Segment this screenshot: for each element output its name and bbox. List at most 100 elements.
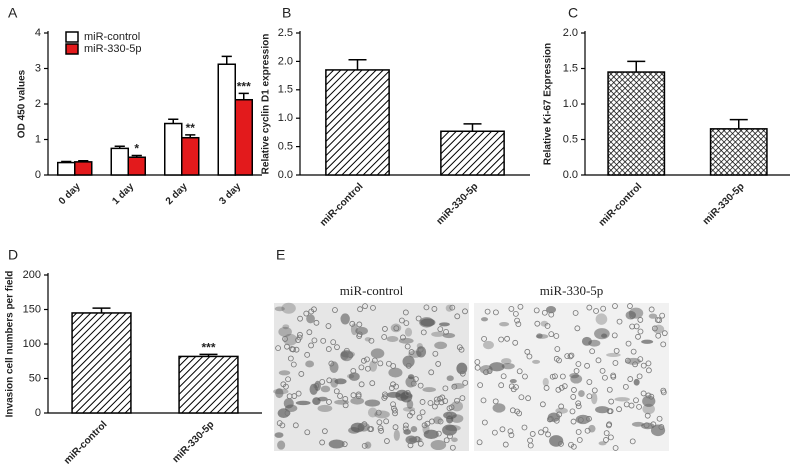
pore xyxy=(658,424,665,430)
cell xyxy=(309,383,318,395)
error-bar xyxy=(114,145,125,149)
error-bar xyxy=(348,58,367,70)
pore xyxy=(446,412,453,419)
pore xyxy=(603,437,609,443)
cell xyxy=(489,362,505,372)
cell xyxy=(386,391,401,398)
pore xyxy=(361,421,368,428)
pore xyxy=(571,387,577,393)
pore xyxy=(548,311,555,318)
error-bar xyxy=(61,160,72,163)
x-tick-label: miR-330-5p xyxy=(701,181,747,227)
y-tick-label: 2.0 xyxy=(563,27,578,39)
pore xyxy=(508,383,515,390)
cell xyxy=(278,326,292,337)
pore xyxy=(431,403,438,410)
pore xyxy=(342,396,349,402)
bar xyxy=(440,130,505,176)
pore xyxy=(616,406,622,413)
cell xyxy=(535,334,549,339)
bar xyxy=(607,71,666,176)
cell xyxy=(641,339,654,344)
cell xyxy=(431,331,445,337)
pore xyxy=(645,367,652,374)
pore xyxy=(549,373,556,380)
y-tick-label: 0 xyxy=(35,169,41,181)
cell xyxy=(606,352,621,357)
pore xyxy=(572,310,579,316)
pore xyxy=(398,317,405,324)
pore xyxy=(591,387,598,394)
cell xyxy=(591,392,598,405)
cell xyxy=(398,337,414,344)
cell xyxy=(420,318,436,327)
y-tick-label: 100 xyxy=(23,338,41,350)
pore xyxy=(593,308,599,314)
pore xyxy=(584,362,590,369)
pore xyxy=(612,303,618,309)
error-bar xyxy=(221,55,232,65)
pore xyxy=(636,373,643,380)
pore xyxy=(330,339,337,346)
pore xyxy=(357,306,363,313)
error-bar xyxy=(729,118,748,129)
pore xyxy=(417,382,424,389)
pore xyxy=(412,376,419,382)
cell xyxy=(532,359,541,364)
pore xyxy=(576,437,583,443)
cell xyxy=(430,439,447,451)
cell xyxy=(650,424,666,437)
cell xyxy=(446,375,454,382)
pore xyxy=(402,309,409,316)
pore xyxy=(567,353,574,360)
image-caption: miR-330-5p xyxy=(540,283,604,298)
pore xyxy=(637,328,644,335)
pore xyxy=(437,418,444,425)
cell xyxy=(501,362,515,370)
cell xyxy=(306,314,315,324)
pore xyxy=(296,334,303,341)
pore xyxy=(435,430,442,437)
panel-label: B xyxy=(282,5,291,21)
pore xyxy=(633,323,640,330)
pore xyxy=(462,379,469,386)
pore xyxy=(378,427,385,434)
pore xyxy=(543,385,550,391)
y-tick-label: 0.0 xyxy=(563,169,578,181)
pore xyxy=(481,335,487,342)
pore xyxy=(454,313,461,320)
cell xyxy=(346,373,355,379)
cell xyxy=(456,362,468,375)
pore xyxy=(516,368,523,375)
cell xyxy=(350,422,365,433)
pore xyxy=(645,360,652,367)
pore xyxy=(499,426,506,433)
cell xyxy=(450,414,464,423)
pore xyxy=(408,349,415,355)
pore xyxy=(559,373,566,380)
cell xyxy=(481,317,489,322)
pore xyxy=(423,304,430,311)
pore xyxy=(404,389,411,396)
pore xyxy=(491,429,498,436)
pore xyxy=(645,392,652,399)
pore xyxy=(480,397,487,404)
pore xyxy=(286,393,293,400)
bar xyxy=(181,136,200,176)
pore xyxy=(437,326,444,333)
error-bar xyxy=(131,154,142,158)
cell xyxy=(625,310,636,320)
bar xyxy=(164,122,183,176)
pore xyxy=(481,419,488,426)
cell xyxy=(598,441,607,446)
x-tick-label: 2 day xyxy=(164,181,190,207)
pore xyxy=(483,369,489,376)
pore xyxy=(529,431,536,437)
pore xyxy=(429,418,435,425)
pore xyxy=(295,390,302,397)
pore xyxy=(362,303,368,310)
pore xyxy=(325,346,332,352)
cell xyxy=(274,306,285,312)
pore xyxy=(584,427,591,434)
